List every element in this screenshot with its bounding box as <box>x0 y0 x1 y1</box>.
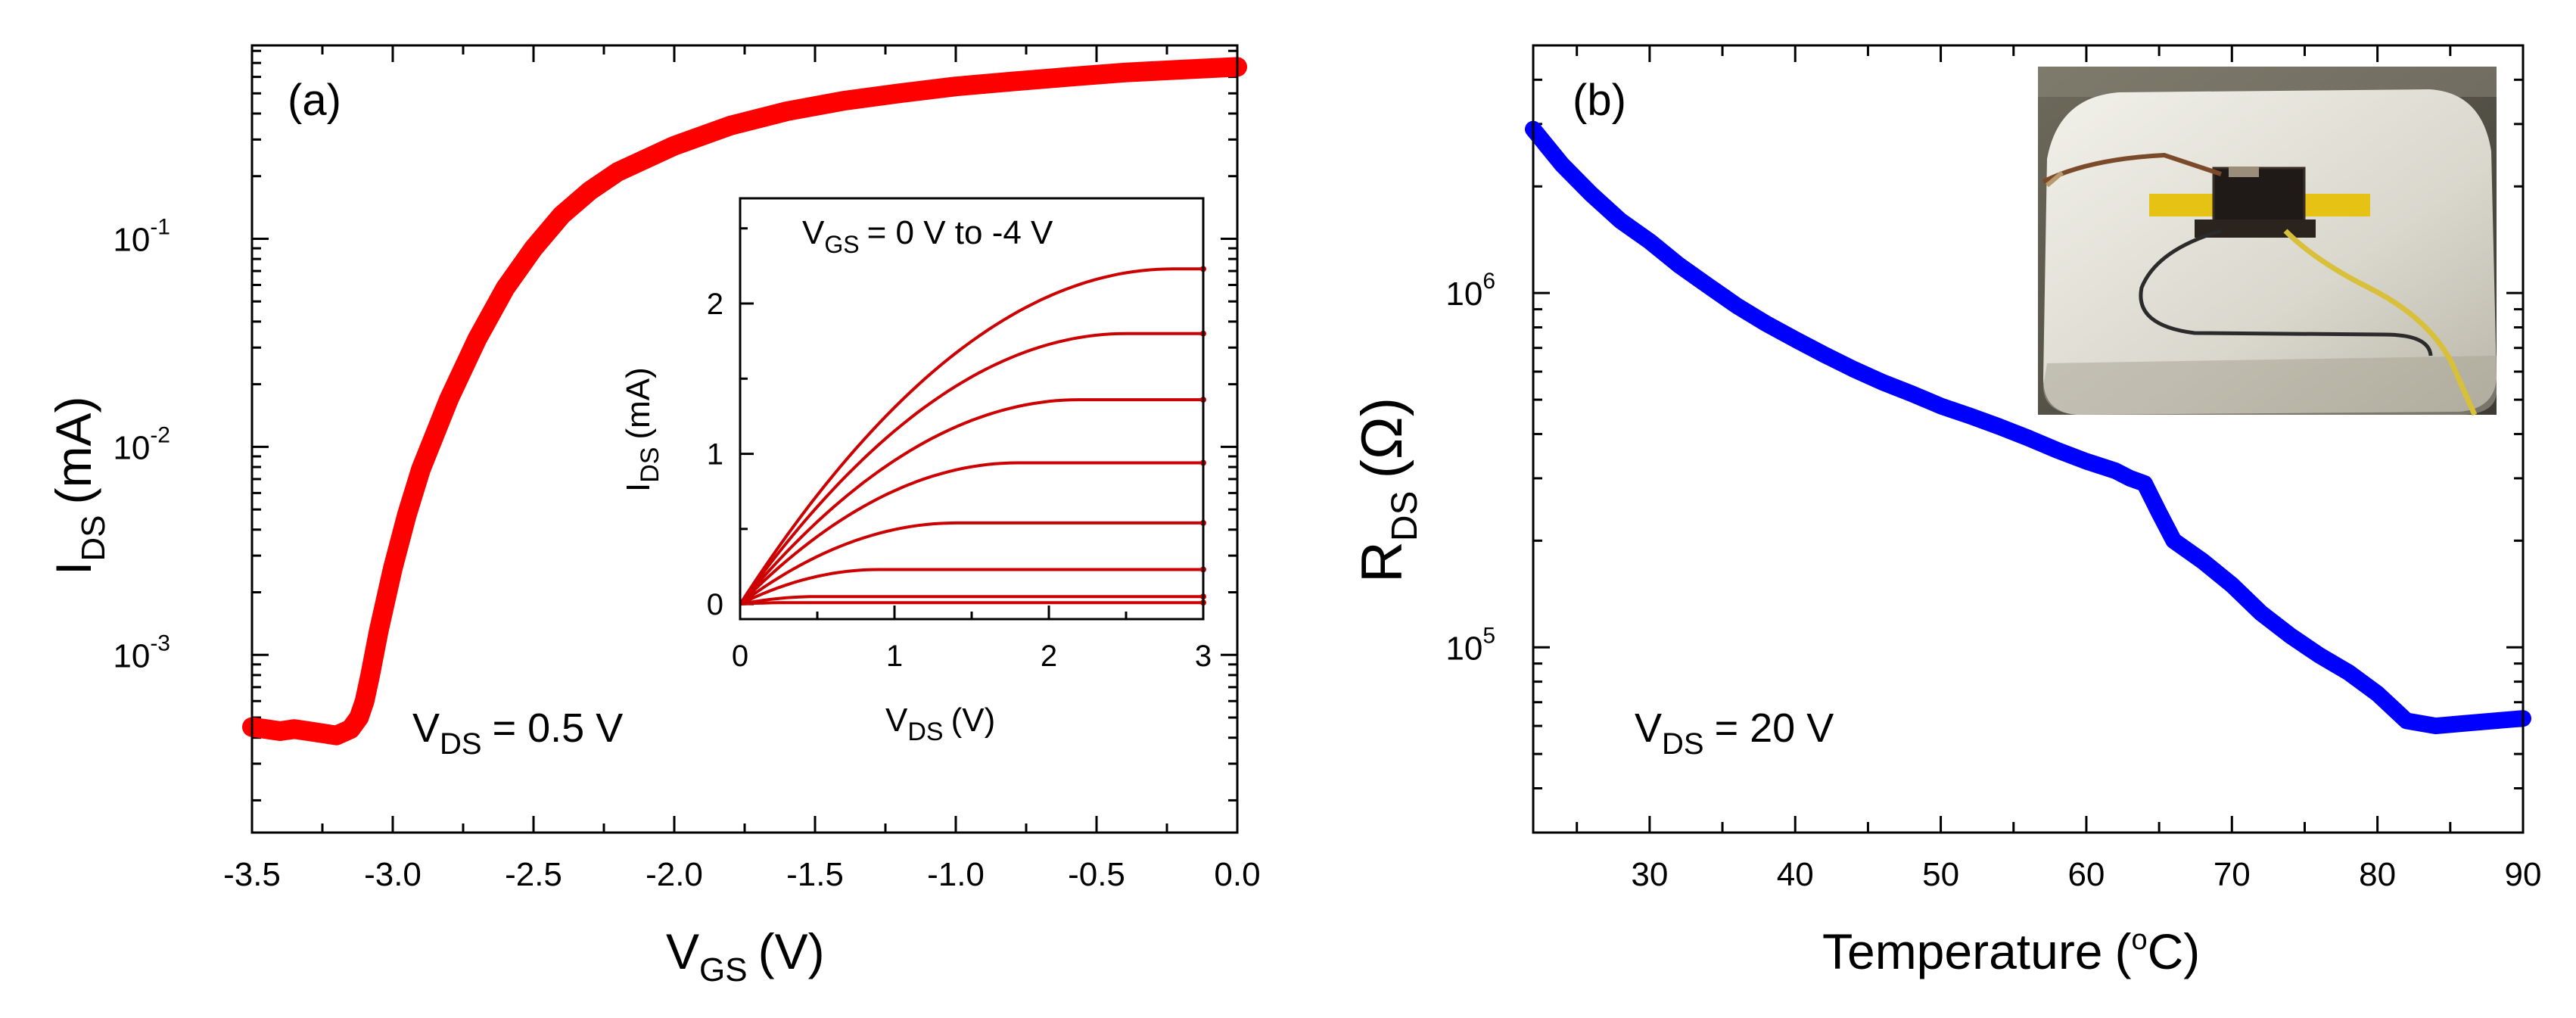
panel-b-x-tick-label: 70 <box>2214 856 2251 893</box>
inset-background <box>740 198 1203 619</box>
panel-b-x-tick-label: 80 <box>2359 856 2396 893</box>
inset-output-curve <box>739 267 1203 606</box>
chip-pad <box>2229 167 2259 177</box>
panel-a-x-tick-label: -3.5 <box>223 856 281 893</box>
panel-b-x-tick-label: 90 <box>2505 856 2542 893</box>
panel-a-transfer-curve <box>242 57 1247 746</box>
panel-b-x-tick-label: 50 <box>1922 856 1959 893</box>
panel-b-x-tick-label: 40 <box>1777 856 1814 893</box>
inset-frame <box>739 197 1205 621</box>
inset-output-curves <box>739 266 1206 606</box>
panel-a-ticks <box>250 45 1239 833</box>
panel-b-y-tick-label: 106 <box>1445 269 1495 313</box>
panel-a-x-tick-labels: -3.5 -3.0 -2.5 -2.0 -1.5 -1.0 -0.5 0.0 <box>223 856 1261 893</box>
panel-b-plot-frame <box>1532 44 2525 834</box>
inset-output-curve <box>739 595 1203 606</box>
panel-a: (a) -3.5 -3.0 -2.5 -2.0 -1.5 -1.0 -0.5 0.0 10-1… <box>45 44 1261 988</box>
inset-output-curve <box>739 332 1203 606</box>
inset-x-tick-label: 1 <box>886 640 903 673</box>
hot-plate-front <box>2043 356 2497 415</box>
black-wire <box>2139 229 2433 356</box>
panel-a-x-tick-label: -2.5 <box>505 856 562 893</box>
panel-a-x-tick-label: -3.0 <box>364 856 422 893</box>
panel-b-label: (b) <box>1573 76 1626 125</box>
yellow-wire <box>2283 229 2478 416</box>
panel-b-x-tick-label: 30 <box>1631 856 1668 893</box>
panel-a-plot-frame <box>250 44 1239 834</box>
panel-b-x-tick-label: 60 <box>2067 856 2105 893</box>
inset-output-curve <box>739 568 1203 606</box>
inset-output-curve <box>739 521 1203 606</box>
panel-a-x-tick-label: -1.5 <box>786 856 844 893</box>
panel-b-x-tick-labels: 30 40 50 60 70 80 90 <box>1631 856 2541 893</box>
wire-clip <box>2046 170 2064 188</box>
inset-output-curve <box>739 601 1203 606</box>
panel-b: (b) 30 40 50 60 70 80 90 106 105 Temperature (oC… <box>1350 44 2541 979</box>
device-photo-inset <box>2038 67 2497 416</box>
panel-a-x-tick-label: -2.0 <box>646 856 703 893</box>
panel-b-x-axis-label: Temperature (oC) <box>1822 923 2200 979</box>
inset-x-axis-label: VDS (V) <box>885 702 995 746</box>
inset-y-tick-label: 2 <box>707 288 723 321</box>
panel-a-x-axis-label: VGS (V) <box>666 923 825 988</box>
panel-b-resistance-curve <box>1525 120 2531 735</box>
inset-x-tick-label: 3 <box>1195 640 1212 673</box>
inset-x-tick-label: 2 <box>1041 640 1057 673</box>
panel-a-y-tick-label: 10-3 <box>113 630 170 674</box>
inset-y-tick-labels: 0 1 2 <box>707 288 723 621</box>
panel-a-y-tick-labels: 10-1 10-2 10-3 <box>113 214 170 674</box>
inset-x-tick-labels: 0 1 2 3 <box>732 640 1212 673</box>
panel-b-y-tick-labels: 106 105 <box>1445 269 1495 667</box>
panel-b-annotation: VDS = 20 V <box>1635 705 1834 761</box>
inset-title: VGS = 0 V to -4 V <box>802 214 1053 258</box>
panel-a-y-axis-label: IDS(mA) <box>45 397 112 575</box>
inset-output-curve <box>739 398 1203 606</box>
panel-a-x-tick-label: -0.5 <box>1068 856 1125 893</box>
panel-a-y-tick-label: 10-1 <box>113 214 170 258</box>
panel-a-inset: 0 1 2 3 0 1 2 VGS = 0 V to -4 V VDS (V) IDS(mA) <box>620 197 1212 746</box>
panel-a-y-tick-label: 10-2 <box>113 422 170 466</box>
inset-y-tick-label: 0 <box>707 588 723 621</box>
panel-a-annotation: VDS = 0.5 V <box>412 705 623 761</box>
panel-a-label: (a) <box>288 76 341 125</box>
panel-b-y-tick-label: 105 <box>1445 623 1495 667</box>
inset-output-curve <box>739 461 1203 606</box>
inset-y-axis-label: IDS(mA) <box>620 367 664 492</box>
panel-a-x-tick-label: 0.0 <box>1214 856 1260 893</box>
inset-x-tick-label: 0 <box>732 640 748 673</box>
panel-b-y-axis-label: RDS(Ω) <box>1350 397 1425 583</box>
inset-y-tick-label: 1 <box>707 438 723 472</box>
panel-a-x-tick-label: -1.0 <box>927 856 985 893</box>
